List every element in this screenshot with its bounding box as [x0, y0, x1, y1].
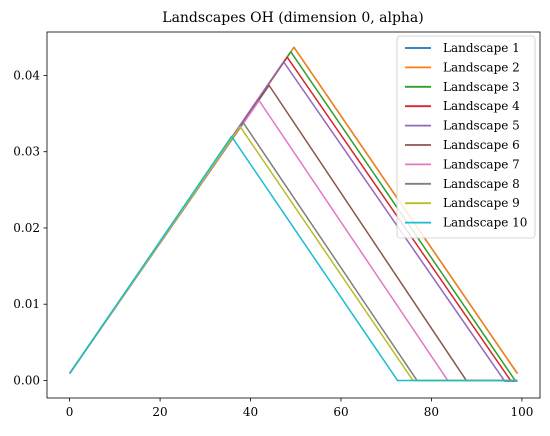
legend-label-1: Landscape 1 [443, 41, 520, 55]
legend-label-7: Landscape 7 [443, 157, 520, 171]
legend-label-4: Landscape 4 [443, 99, 520, 113]
x-tick-label: 60 [333, 405, 348, 419]
chart-title: Landscapes OH (dimension 0, alpha) [162, 10, 423, 26]
legend: Landscape 1 Landscape 2 Landscape 3 Landsca… [397, 36, 535, 238]
legend-label-5: Landscape 5 [443, 119, 520, 133]
legend-label-3: Landscape 3 [443, 80, 520, 94]
legend-label-10: Landscape 10 [443, 216, 527, 230]
y-tick-label: 0.04 [13, 68, 40, 82]
x-tick-label: 0 [66, 405, 74, 419]
y-tick-label: 0.01 [13, 297, 40, 311]
y-tick-label: 0.03 [13, 145, 40, 159]
x-tick-label: 100 [510, 405, 533, 419]
legend-label-6: Landscape 6 [443, 138, 520, 152]
x-tick-label: 40 [243, 405, 258, 419]
legend-label-9: Landscape 9 [443, 196, 520, 210]
y-tick-label: 0.00 [13, 373, 40, 387]
y-tick-label: 0.02 [13, 221, 40, 235]
x-tick-label: 20 [152, 405, 167, 419]
legend-label-2: Landscape 2 [443, 60, 520, 74]
legend-label-8: Landscape 8 [443, 177, 520, 191]
x-tick-label: 80 [424, 405, 439, 419]
